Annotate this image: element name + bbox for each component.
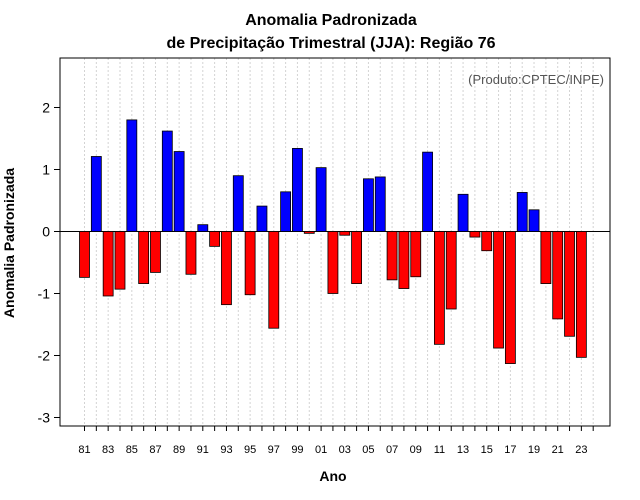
bar-2004 bbox=[363, 178, 374, 232]
chart-title-line2: de Precipitação Trimestral (JJA): Região… bbox=[166, 35, 495, 52]
x-tick-label: 19 bbox=[528, 444, 540, 456]
bar-2000 bbox=[315, 167, 327, 232]
bar-2020 bbox=[552, 231, 564, 320]
bar-1985 bbox=[138, 231, 150, 284]
bar-2015 bbox=[493, 231, 504, 349]
x-tick-label: 99 bbox=[291, 444, 303, 456]
bar-1984 bbox=[126, 119, 138, 232]
bar-1991 bbox=[209, 231, 221, 247]
y-tick-label: -3 bbox=[38, 410, 51, 426]
bar-1999 bbox=[303, 231, 315, 234]
chart-title-line1: Anomalia Padronizada bbox=[245, 12, 417, 29]
x-tick-label: 85 bbox=[126, 444, 138, 456]
bar-2011 bbox=[445, 231, 457, 310]
x-tick-label: 15 bbox=[481, 444, 493, 456]
x-axis-label: Ano bbox=[319, 468, 346, 484]
x-tick-label: 01 bbox=[315, 444, 327, 456]
bar-1982 bbox=[102, 231, 114, 297]
bar-1981 bbox=[90, 156, 102, 232]
bar-1980 bbox=[79, 231, 90, 278]
bar-2018 bbox=[528, 209, 540, 232]
x-tick-label: 23 bbox=[575, 444, 587, 456]
y-tick-label: 0 bbox=[42, 224, 50, 240]
bar-2019 bbox=[540, 231, 552, 284]
x-tick-label: 07 bbox=[386, 444, 398, 456]
y-tick-label: -1 bbox=[38, 286, 51, 302]
bar-1995 bbox=[256, 205, 268, 232]
y-axis-label: Anomalia Padronizada bbox=[1, 168, 17, 318]
bar-1988 bbox=[173, 151, 185, 232]
bar-2012 bbox=[457, 193, 469, 232]
bar-2010 bbox=[433, 231, 445, 345]
x-tick-label: 95 bbox=[244, 444, 256, 456]
bar-1997 bbox=[280, 191, 292, 232]
bar-2007 bbox=[398, 231, 410, 289]
bar-2008 bbox=[410, 231, 422, 278]
bar-2014 bbox=[481, 231, 493, 252]
bar-2001 bbox=[327, 231, 339, 294]
bar-2013 bbox=[469, 231, 481, 238]
bar-1992 bbox=[221, 231, 232, 306]
x-tick-label: 87 bbox=[149, 444, 161, 456]
bar-2021 bbox=[564, 231, 575, 337]
bar-1998 bbox=[292, 148, 303, 232]
bar-2017 bbox=[516, 192, 528, 232]
x-tick-label: 05 bbox=[362, 444, 374, 456]
x-tick-label: 89 bbox=[173, 444, 185, 456]
bar-2003 bbox=[351, 231, 362, 284]
bar-1996 bbox=[268, 231, 280, 329]
x-tick-label: 83 bbox=[102, 444, 114, 456]
bar-2005 bbox=[374, 176, 386, 232]
x-tick-label: 91 bbox=[197, 444, 209, 456]
x-tick-label: 09 bbox=[410, 444, 422, 456]
bar-1986 bbox=[150, 231, 161, 273]
x-axis: 81 83 85 87 89 91 93 95 97 99 01 03 05 07 09 11 13 15 17 19… bbox=[78, 426, 594, 456]
x-tick-label: 13 bbox=[457, 444, 469, 456]
y-tick-label: 1 bbox=[42, 162, 50, 178]
bar-1994 bbox=[244, 231, 256, 296]
bars bbox=[79, 119, 587, 364]
bar-1993 bbox=[232, 175, 244, 232]
x-tick-label: 03 bbox=[339, 444, 351, 456]
bar-2006 bbox=[386, 231, 398, 281]
bar-2009 bbox=[422, 151, 433, 232]
credit-text: (Produto:CPTEC/INPE) bbox=[468, 72, 604, 87]
bar-2022 bbox=[575, 231, 587, 358]
plot-frame bbox=[59, 57, 611, 427]
bar-1989 bbox=[185, 231, 197, 275]
bar-1987 bbox=[161, 130, 173, 232]
bar-2016 bbox=[504, 231, 516, 364]
y-tick-label: 2 bbox=[42, 100, 50, 116]
x-tick-label: 93 bbox=[220, 444, 232, 456]
bar-2002 bbox=[339, 231, 351, 236]
x-tick-label: 11 bbox=[434, 444, 445, 456]
x-tick-label: 17 bbox=[504, 444, 516, 456]
x-tick-label: 81 bbox=[78, 444, 90, 456]
y-tick-label: -2 bbox=[38, 348, 51, 364]
bar-1983 bbox=[114, 231, 126, 290]
x-tick-label: 21 bbox=[552, 444, 564, 456]
y-axis: -3 -2 -1 0 1 2 bbox=[38, 100, 60, 426]
bar-1990 bbox=[197, 224, 209, 232]
x-tick-label: 97 bbox=[268, 444, 280, 456]
